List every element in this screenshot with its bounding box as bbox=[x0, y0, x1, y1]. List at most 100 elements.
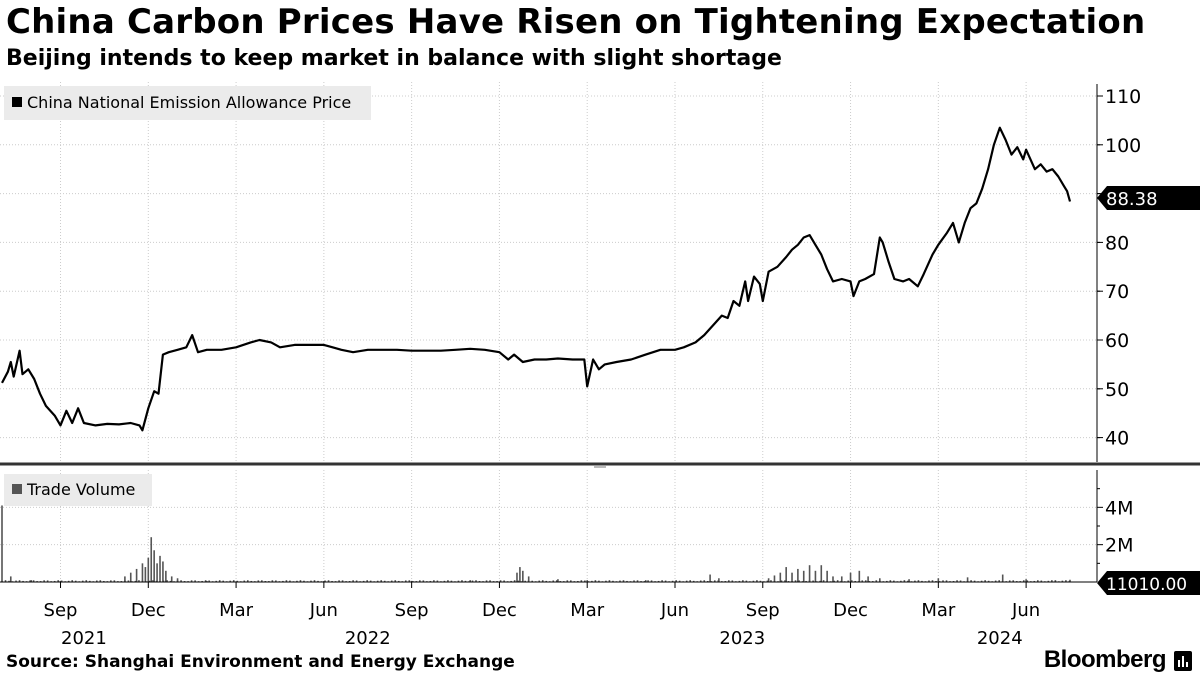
volume-bar bbox=[310, 580, 312, 582]
volume-bar bbox=[15, 580, 17, 582]
volume-bar bbox=[475, 580, 477, 582]
volume-bar bbox=[980, 580, 983, 582]
volume-bar bbox=[236, 580, 239, 582]
panel-divider bbox=[0, 462, 1200, 468]
volume-bar bbox=[858, 570, 861, 582]
volume-bar bbox=[794, 580, 797, 582]
volume-bar bbox=[43, 580, 45, 582]
volume-bar bbox=[433, 580, 435, 582]
volume-bar bbox=[819, 580, 821, 582]
volume-bar bbox=[867, 576, 869, 582]
volume-bar bbox=[134, 580, 137, 582]
volume-bar bbox=[709, 574, 711, 582]
volume-bar bbox=[973, 580, 976, 582]
volume-bar bbox=[1, 505, 3, 582]
volume-bar bbox=[1033, 580, 1036, 582]
source-note: Source: Shanghai Environment and Energy … bbox=[6, 652, 515, 672]
volume-bar bbox=[1054, 580, 1057, 582]
volume-bar bbox=[545, 580, 548, 582]
volume-bar bbox=[436, 580, 439, 582]
volume-bar bbox=[893, 580, 895, 582]
volume-bar bbox=[469, 580, 471, 582]
volume-bar bbox=[222, 580, 225, 582]
volume-bar bbox=[489, 580, 491, 582]
volume-bar bbox=[110, 580, 112, 582]
volume-bar bbox=[1001, 574, 1004, 582]
volume-bars bbox=[1, 505, 1071, 582]
volume-bar bbox=[987, 580, 990, 582]
volume-bar bbox=[246, 580, 249, 582]
price-legend-swatch bbox=[12, 97, 22, 107]
x-tick-label: Dec bbox=[833, 600, 868, 621]
volume-bar bbox=[959, 580, 962, 582]
volume-bar bbox=[840, 576, 843, 582]
volume-bar bbox=[928, 580, 930, 582]
x-year-label: 2023 bbox=[719, 628, 765, 649]
volume-bar bbox=[170, 576, 173, 582]
volume-bar bbox=[522, 570, 524, 582]
volume-bar bbox=[586, 580, 589, 582]
volume-bar bbox=[566, 580, 569, 582]
volume-bar bbox=[60, 580, 63, 582]
volume-bar bbox=[861, 580, 864, 582]
price-last-value: 88.38 bbox=[1106, 189, 1158, 210]
volume-bar bbox=[791, 572, 793, 582]
volume-bar bbox=[808, 565, 811, 582]
price-last-value-tag: 88.38 bbox=[1097, 186, 1200, 210]
bloomberg-chart-icon bbox=[1174, 651, 1192, 671]
volume-bar bbox=[538, 580, 541, 582]
volume-bar bbox=[338, 580, 340, 582]
volume-bar bbox=[779, 572, 782, 582]
volume-bar bbox=[32, 580, 35, 582]
volume-last-value: 11010.00 bbox=[1106, 575, 1187, 595]
volume-y-tick-label: 4M bbox=[1105, 497, 1133, 519]
volume-bar bbox=[812, 580, 814, 582]
volume-bar bbox=[889, 580, 892, 582]
volume-bar bbox=[74, 580, 77, 582]
volume-bar bbox=[1008, 580, 1011, 582]
volume-bar bbox=[478, 580, 481, 582]
price-y-tick-label: 40 bbox=[1105, 428, 1129, 450]
volume-bar bbox=[622, 580, 625, 582]
x-year-label: 2022 bbox=[345, 628, 391, 649]
volume-bar bbox=[731, 580, 734, 582]
volume-bar bbox=[798, 580, 800, 582]
volume-bar bbox=[1022, 580, 1025, 582]
volume-bar bbox=[594, 580, 597, 582]
volume-bar bbox=[784, 580, 786, 582]
volume-bar bbox=[30, 580, 33, 582]
chart-subtitle: Beijing intends to keep market in balanc… bbox=[6, 46, 782, 71]
volume-bar bbox=[285, 580, 288, 582]
volume-last-value-tag: 11010.00 bbox=[1097, 571, 1200, 595]
volume-bar bbox=[153, 550, 155, 582]
volume-bar bbox=[591, 580, 593, 582]
volume-bar bbox=[327, 580, 330, 582]
volume-bar bbox=[369, 580, 372, 582]
volume-bar bbox=[383, 580, 386, 582]
price-gridlines bbox=[0, 82, 1097, 462]
volume-bar bbox=[208, 580, 210, 582]
volume-bar bbox=[745, 580, 748, 582]
volume-bar bbox=[759, 580, 762, 582]
volume-bar bbox=[261, 580, 263, 582]
volume-bar bbox=[1047, 580, 1050, 582]
volume-bar bbox=[275, 580, 277, 582]
volume-bar bbox=[822, 580, 825, 582]
volume-bar bbox=[836, 580, 839, 582]
volume-bar bbox=[699, 580, 702, 582]
volume-bar bbox=[994, 580, 997, 582]
volume-legend-label: Trade Volume bbox=[26, 480, 135, 499]
volume-bar bbox=[541, 580, 544, 582]
volume-bar bbox=[450, 580, 453, 582]
volume-bar bbox=[942, 580, 944, 582]
volume-bar bbox=[671, 580, 674, 582]
x-tick-label: Mar bbox=[921, 600, 956, 621]
x-tick-label: Jun bbox=[1011, 600, 1040, 621]
volume-bar bbox=[250, 580, 253, 582]
volume-bar bbox=[966, 577, 969, 582]
volume-bar bbox=[394, 580, 397, 582]
volume-bar bbox=[805, 580, 807, 582]
volume-bar bbox=[1037, 580, 1039, 582]
volume-bar bbox=[570, 580, 572, 582]
volume-bar bbox=[317, 580, 319, 582]
